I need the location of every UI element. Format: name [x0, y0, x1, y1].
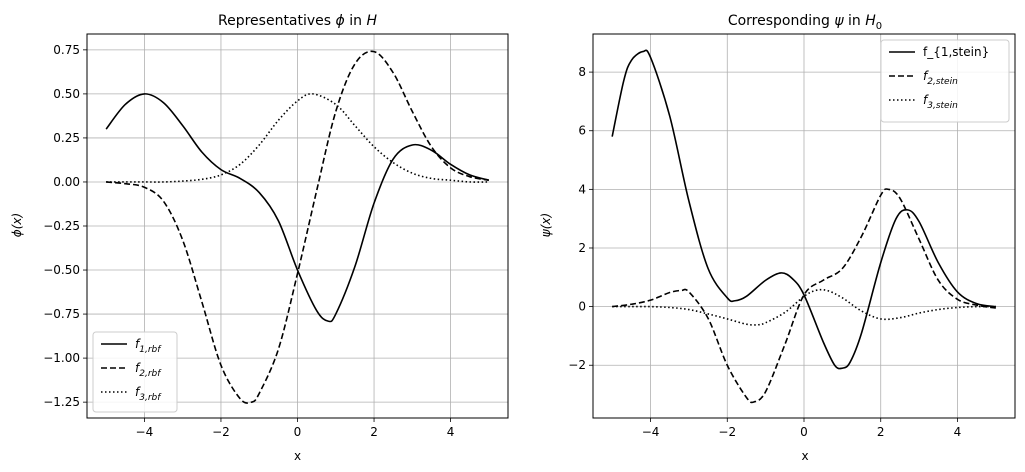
x-axis-label: x: [801, 449, 808, 463]
x-tick-label: 0: [294, 425, 302, 439]
y-tick-label: 0.50: [53, 87, 80, 101]
plot-area: [611, 49, 996, 404]
y-tick-label: −1.25: [43, 395, 80, 409]
y-tick-label: −2: [568, 358, 586, 372]
y-tick-label: −0.75: [43, 307, 80, 321]
y-tick-label: −0.50: [43, 263, 80, 277]
series-line-1: [105, 93, 490, 323]
legend-label: f_{1,stein}: [923, 45, 989, 59]
legend-label: f3,rbf: [135, 385, 162, 403]
x-tick-label: −4: [642, 425, 660, 439]
grid: [593, 34, 1015, 418]
y-tick-label: −0.25: [43, 219, 80, 233]
legend: f_{1,stein} f2,stein f3,stein: [880, 39, 1010, 123]
y-tick-label: −1.00: [43, 351, 80, 365]
chart-representatives-phi: Representatives ϕ in H x ϕ(x) −4 −2 0 2 4 −1.…: [10, 13, 509, 463]
y-tick-label: 4: [578, 182, 586, 196]
x-tick-label: −2: [212, 425, 230, 439]
series-line-3: [612, 288, 996, 326]
series-line-1: [611, 49, 996, 370]
legend-box: [880, 39, 1010, 123]
series-line-2: [106, 50, 490, 404]
y-axis-label: ψ(x): [539, 213, 553, 237]
legend: f1,rbf f2,rbf f3,rbf: [92, 331, 178, 413]
y-tick-label: 6: [578, 124, 586, 138]
x-tick-label: 2: [370, 425, 378, 439]
y-tick-label: 0.25: [53, 131, 80, 145]
series-line-2: [612, 188, 996, 404]
y-tick-label: 0.00: [53, 175, 80, 189]
x-tick-label: −2: [718, 425, 736, 439]
x-tick-label: 0: [800, 425, 808, 439]
chart-title: Corresponding ψ in H0: [728, 13, 882, 32]
y-tick-label: 0.75: [53, 43, 80, 57]
y-tick-label: 8: [578, 65, 586, 79]
chart-corresponding-psi: Corresponding ψ in H0 x ψ(x) −4 −2 0 2 4 −2 0 2…: [539, 13, 1016, 463]
plot-area: [105, 50, 490, 404]
y-tick-label: 2: [578, 241, 586, 255]
legend-label: f2,stein: [923, 69, 958, 87]
chart-title: Representatives ϕ in H: [218, 13, 377, 29]
x-tick-label: 4: [954, 425, 962, 439]
legend-label: f1,rbf: [135, 337, 162, 355]
y-tick-label: 0: [578, 300, 586, 314]
legend-label: f2,rbf: [135, 361, 162, 379]
x-tick-label: 2: [877, 425, 885, 439]
y-axis-label: ϕ(x): [10, 213, 24, 237]
x-axis-label: x: [294, 449, 301, 463]
x-tick-label: 4: [447, 425, 455, 439]
legend-label: f3,stein: [923, 93, 958, 111]
x-tick-label: −4: [136, 425, 154, 439]
